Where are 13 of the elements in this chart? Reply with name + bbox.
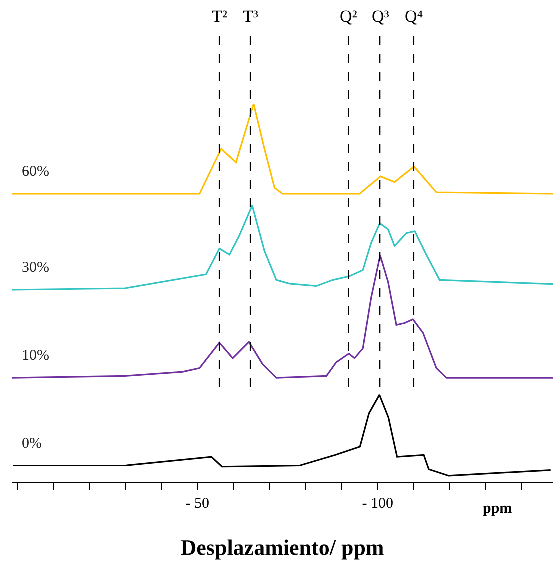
series-label: 0% <box>22 436 42 452</box>
series-label: 10% <box>22 348 50 364</box>
ref-line-label: Q² <box>340 7 358 26</box>
text: ppm <box>483 501 513 517</box>
ref-line-label: Q⁴ <box>405 7 424 26</box>
series-label: 60% <box>22 164 50 180</box>
x-tick-label: - 50 <box>186 496 210 512</box>
x-tick-label: - 100 <box>362 496 394 512</box>
ref-line-label: Q³ <box>372 7 390 26</box>
ref-line-label: T² <box>212 7 228 26</box>
series-label: 30% <box>22 260 50 276</box>
ref-line-label: T³ <box>243 7 258 26</box>
x-axis-title: Desplazamiento/ ppm <box>180 535 384 560</box>
